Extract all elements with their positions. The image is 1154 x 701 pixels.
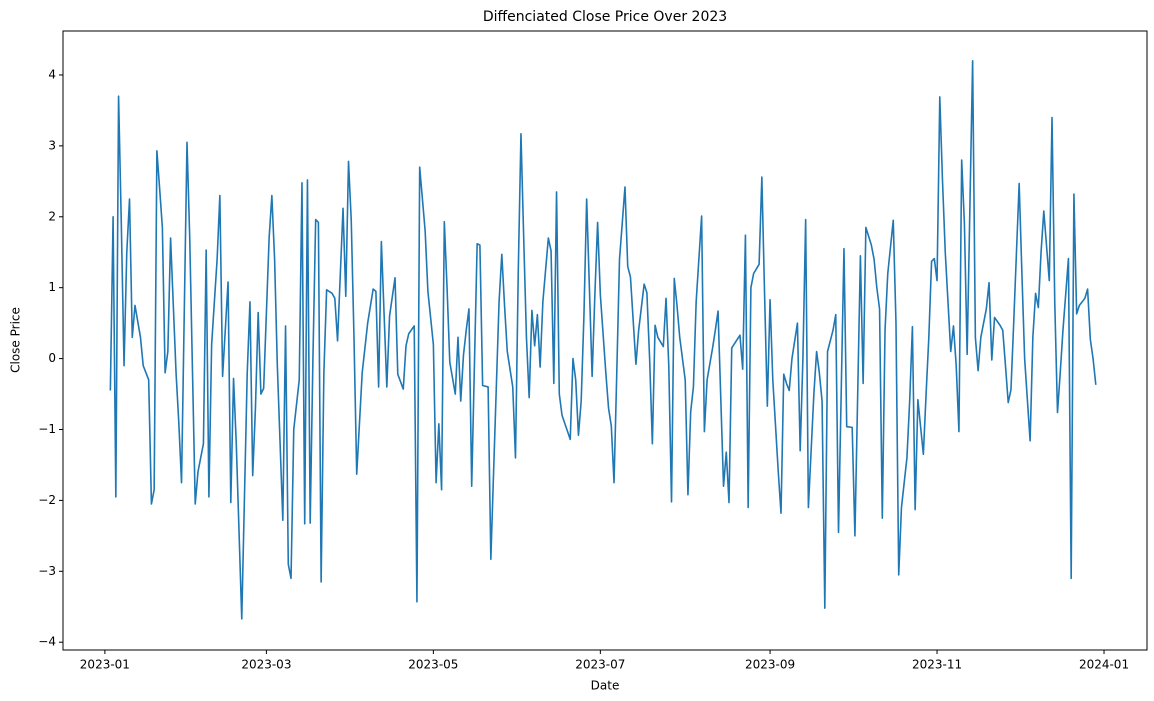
chart-title: Diffenciated Close Price Over 2023	[483, 9, 727, 25]
x-tick-label: 2023-11	[912, 658, 962, 672]
y-tick-label: −1	[38, 422, 56, 436]
plot-frame	[62, 30, 1148, 651]
y-tick-label: 3	[48, 138, 56, 152]
x-tick-label: 2023-09	[745, 658, 795, 672]
x-tick-label: 2023-05	[408, 658, 458, 672]
y-tick-label: 0	[48, 351, 56, 365]
x-tick-label: 2023-03	[241, 658, 291, 672]
data-line	[109, 59, 1097, 620]
x-axis-label: Date	[591, 679, 620, 693]
x-tick-label: 2024-01	[1079, 658, 1129, 672]
y-axis-label: Close Price	[9, 307, 23, 373]
y-tick-label: −4	[38, 635, 56, 649]
x-tick-label: 2023-07	[575, 658, 625, 672]
y-tick-label: 1	[48, 280, 56, 294]
y-tick-label: 4	[48, 67, 56, 81]
x-tick-label: 2023-01	[80, 658, 130, 672]
y-tick-label: −3	[38, 564, 56, 578]
y-tick-label: −2	[38, 493, 56, 507]
y-tick-label: 2	[48, 209, 56, 223]
